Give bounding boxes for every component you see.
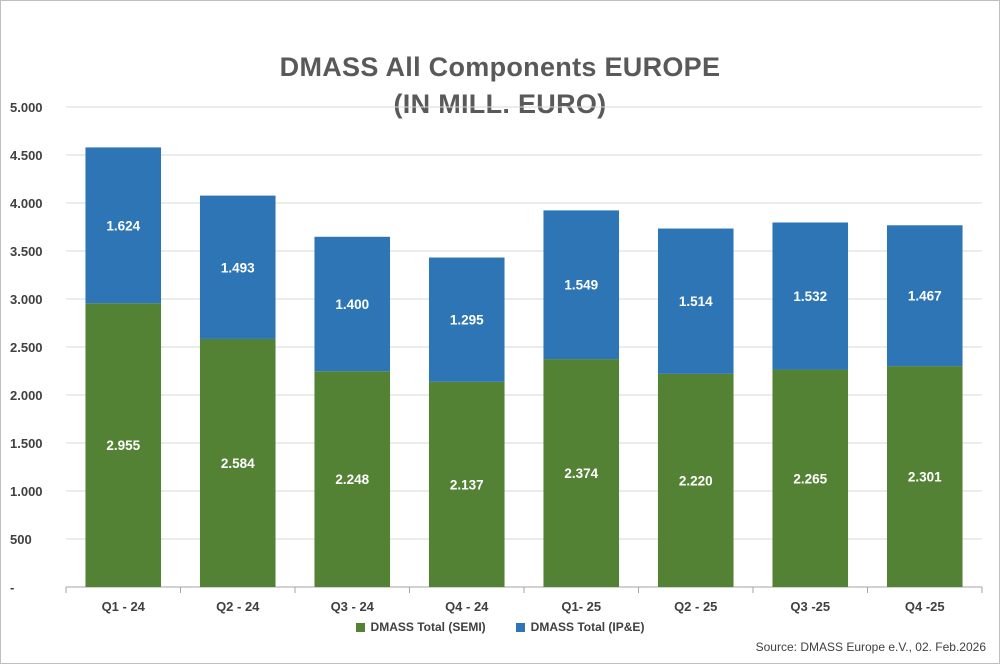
bar-ipe [85, 147, 162, 304]
y-tick-label: 4.000 [10, 196, 43, 211]
data-label-semi: 2.248 [335, 472, 369, 487]
legend-label-ipe: DMASS Total (IP&E) [530, 620, 645, 634]
x-axis-ticks: Q1 - 24 Q2 - 24 Q3 - 24 Q4 - 24 Q1- 25 Q2 - 2… [65, 587, 983, 614]
bar-semi [886, 366, 963, 587]
data-label-ipe: 1.549 [564, 278, 598, 293]
x-tick-label: Q1 - 24 [102, 599, 146, 614]
data-label-semi: 2.137 [450, 477, 484, 492]
data-label-semi: 2.220 [679, 473, 713, 488]
bar-ipe [886, 225, 963, 367]
x-tick-label: Q3 - 24 [331, 599, 375, 614]
y-tick-label: 1.000 [10, 484, 43, 499]
x-tick-label: Q4 -25 [905, 599, 945, 614]
data-label-ipe: 1.532 [793, 289, 827, 304]
bar-semi [428, 381, 505, 587]
bar-ipe [428, 257, 505, 382]
bar-ipe [199, 195, 276, 339]
bar-semi [772, 369, 849, 587]
x-tick-label: Q2 - 25 [674, 599, 717, 614]
y-tick-label: 1.500 [10, 436, 43, 451]
legend-item-ipe: DMASS Total (IP&E) [515, 620, 645, 634]
y-tick-label: 500 [10, 532, 32, 547]
y-tick-label: 3.500 [10, 244, 43, 259]
bar-ipe [543, 210, 620, 360]
bar-semi [85, 303, 162, 587]
y-tick-label: 4.500 [10, 148, 43, 163]
x-tick-label: Q1- 25 [561, 599, 601, 614]
data-label-semi: 2.955 [106, 438, 140, 453]
data-label-semi: 2.584 [221, 456, 255, 471]
y-tick-label: 2.000 [10, 388, 43, 403]
legend-swatch-ipe [515, 622, 525, 632]
bar-ipe [314, 236, 391, 372]
x-tick-label: Q4 - 24 [445, 599, 489, 614]
data-label-ipe: 1.295 [450, 313, 484, 328]
bar-semi [199, 338, 276, 587]
data-label-ipe: 1.624 [106, 218, 140, 233]
data-labels: 2.955 1.624 2.584 1.493 2.248 1.400 2.137 1.295… [106, 218, 942, 492]
y-axis-ticks: - 500 1.000 1.500 2.000 2.500 3.000 3.500 4.000 4… [10, 100, 43, 595]
legend: DMASS Total (SEMI) DMASS Total (IP&E) [0, 620, 1000, 634]
bar-semi [543, 359, 620, 587]
legend-item-semi: DMASS Total (SEMI) [355, 620, 486, 634]
data-label-semi: 2.301 [908, 470, 942, 485]
data-label-semi: 2.265 [793, 471, 827, 486]
y-tick-label: 5.000 [10, 100, 43, 115]
data-label-ipe: 1.467 [908, 289, 942, 304]
legend-label-semi: DMASS Total (SEMI) [370, 620, 486, 634]
y-tick-label: 2.500 [10, 340, 43, 355]
data-label-ipe: 1.493 [221, 260, 255, 275]
bar-ipe [772, 222, 849, 370]
data-label-ipe: 1.400 [335, 297, 369, 312]
bar-semi [657, 373, 734, 587]
data-label-semi: 2.374 [564, 466, 598, 481]
bar-semi [314, 371, 391, 587]
chart-title-line2: (IN MILL. EURO) [393, 89, 607, 119]
source-note: Source: DMASS Europe e.V., 02. Feb.2026 [755, 640, 986, 654]
bars [85, 147, 963, 587]
x-tick-label: Q2 - 24 [216, 599, 260, 614]
y-tick-label: 3.000 [10, 292, 43, 307]
data-label-ipe: 1.514 [679, 294, 713, 309]
legend-swatch-semi [355, 622, 365, 632]
y-tick-label: - [10, 580, 14, 595]
bar-ipe [657, 228, 734, 374]
x-tick-label: Q3 -25 [790, 599, 830, 614]
chart-title-line1: DMASS All Components EUROPE [279, 52, 721, 82]
